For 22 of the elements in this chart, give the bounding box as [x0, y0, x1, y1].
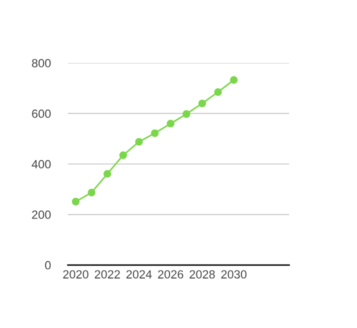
point	[104, 170, 112, 178]
x-tick-label: 2026	[158, 270, 184, 279]
y-tick-label: 200	[32, 210, 51, 219]
x-tick-label: 2020	[63, 270, 88, 279]
y-tick-label: 600	[32, 110, 51, 118]
point	[166, 120, 174, 128]
point	[182, 110, 190, 118]
x-tick-label: 2022	[94, 270, 120, 279]
point	[88, 188, 96, 196]
x-tick-label: 2024	[126, 270, 152, 279]
y-tick-label: 400	[32, 160, 51, 168]
x-tick-label: 2030	[221, 270, 247, 279]
point	[150, 129, 159, 138]
x-tick-label: 2028	[190, 270, 215, 279]
point	[214, 88, 222, 96]
y-tick-label: 0	[45, 261, 51, 270]
point	[198, 100, 206, 108]
point	[135, 138, 143, 146]
y-tick-label: 800	[32, 59, 51, 68]
point	[230, 76, 238, 84]
point	[119, 151, 127, 159]
point	[72, 198, 80, 206]
